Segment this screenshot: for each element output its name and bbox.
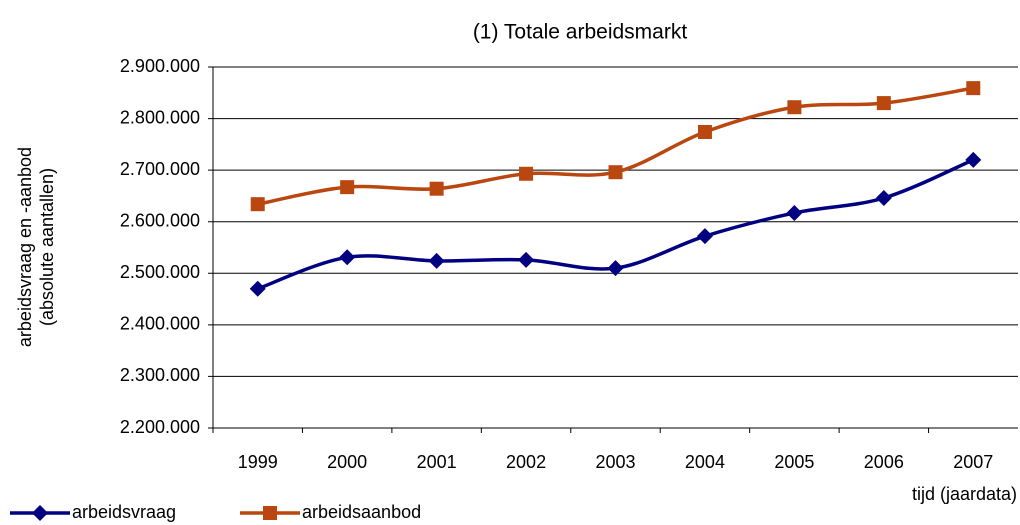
x-tick-label: 2000	[327, 452, 367, 472]
marker	[339, 249, 356, 266]
marker	[249, 280, 266, 297]
y-tick-label: 2.200.000	[120, 417, 200, 437]
y-tick-label: 2.300.000	[120, 365, 200, 385]
y-axis-label: (absolute aantallen)	[37, 168, 57, 326]
x-tick-label: 2005	[774, 452, 814, 472]
x-tick-label: 2003	[595, 452, 635, 472]
marker	[697, 124, 712, 139]
marker	[965, 151, 982, 168]
marker	[263, 506, 277, 520]
x-tick-label: 1999	[238, 452, 278, 472]
marker	[787, 100, 802, 115]
y-tick-label: 2.800.000	[120, 107, 200, 127]
y-axis-label: arbeidsvraag en -aanbod	[15, 147, 35, 347]
x-tick-label: 2001	[417, 452, 457, 472]
marker	[875, 189, 892, 206]
x-axis-label: tijd (jaardata)	[912, 484, 1017, 504]
marker	[428, 252, 445, 269]
x-tick-label: 2004	[685, 452, 725, 472]
marker	[32, 505, 48, 521]
marker	[518, 251, 535, 268]
marker	[340, 180, 355, 195]
y-tick-label: 2.500.000	[120, 262, 200, 282]
x-tick-label: 2002	[506, 452, 546, 472]
marker	[696, 228, 713, 245]
marker	[876, 96, 891, 111]
legend-label: arbeidsaanbod	[302, 502, 421, 522]
y-tick-label: 2.400.000	[120, 314, 200, 334]
marker	[786, 204, 803, 221]
y-tick-label: 2.600.000	[120, 210, 200, 230]
legend-label: arbeidsvraag	[72, 502, 176, 522]
marker	[429, 181, 444, 196]
series-line	[257, 86, 974, 206]
x-tick-label: 2007	[953, 452, 993, 472]
marker	[607, 260, 624, 277]
marker	[608, 165, 623, 180]
y-tick-label: 2.900.000	[120, 56, 200, 76]
marker	[966, 81, 981, 96]
x-tick-label: 2006	[864, 452, 904, 472]
chart-title: (1) Totale arbeidsmarkt	[473, 21, 688, 44]
marker	[250, 197, 265, 212]
y-tick-label: 2.700.000	[120, 159, 200, 179]
marker	[519, 166, 534, 181]
